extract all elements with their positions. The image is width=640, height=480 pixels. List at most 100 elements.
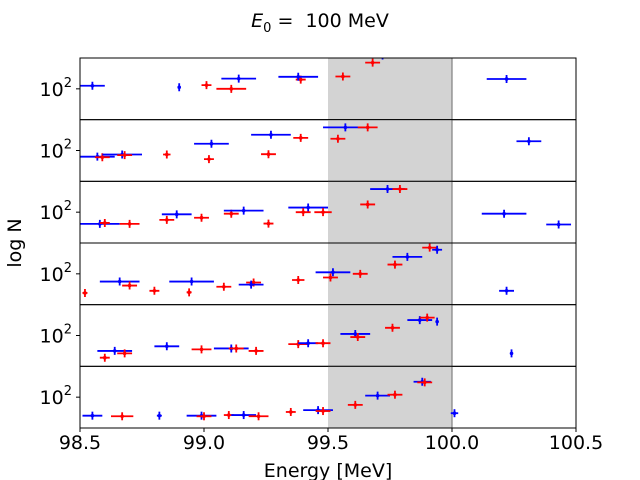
data-marker: [435, 319, 439, 324]
panel-3: 102: [40, 180, 577, 244]
data-marker: [177, 85, 181, 90]
data-marker: [321, 341, 325, 346]
data-marker: [375, 393, 380, 398]
data-marker: [341, 74, 345, 79]
data-point-red: [119, 219, 140, 228]
data-marker: [321, 210, 325, 214]
data-point-red: [163, 150, 171, 159]
data-marker: [103, 355, 107, 360]
data-point-blue: [80, 81, 105, 90]
data-marker: [100, 155, 105, 160]
data-point-red: [419, 313, 435, 322]
data-point-blue: [154, 342, 180, 351]
panel-4: 102: [40, 242, 577, 306]
data-marker: [438, 32, 442, 36]
data-point-red: [263, 219, 274, 228]
data-marker: [127, 222, 132, 226]
data-marker: [251, 280, 256, 285]
data-point-red: [315, 339, 331, 348]
data-marker: [406, 44, 410, 48]
y-tick-label: 102: [40, 384, 72, 409]
data-marker: [266, 152, 271, 156]
data-point-red: [82, 288, 88, 297]
data-point-red: [285, 407, 296, 416]
data-point-red: [432, 30, 447, 38]
x-tick-label: 100.5: [549, 432, 603, 454]
data-marker: [556, 222, 561, 227]
shaded-region: [328, 243, 452, 305]
data-marker: [393, 392, 397, 397]
data-point-red: [295, 208, 311, 217]
data-marker: [425, 315, 430, 320]
data-point-red: [293, 133, 309, 142]
data-marker: [398, 187, 402, 191]
y-tick-label: 102: [40, 261, 72, 286]
panel-points: [97, 313, 514, 362]
data-point-red: [357, 123, 378, 132]
x-axis-ticks: 98.5 99.0 99.5 100.0 100.5: [59, 428, 603, 454]
panel-points: [80, 185, 572, 229]
data-marker: [199, 215, 204, 220]
data-point-blue: [450, 409, 459, 418]
data-marker: [234, 346, 239, 351]
panel-points: [80, 123, 542, 164]
panel-points: [82, 243, 514, 297]
data-marker: [381, 54, 385, 58]
panel-1: 102: [40, 30, 577, 121]
data-marker: [296, 75, 301, 79]
data-point-red: [99, 353, 110, 362]
data-point-blue: [177, 83, 181, 92]
data-point-red: [292, 276, 305, 284]
data-point-red: [191, 345, 212, 354]
data-point-red: [352, 269, 368, 278]
data-point-red: [261, 150, 276, 159]
chart-title: E0 = 100 MeV: [251, 10, 389, 36]
data-point-red: [288, 340, 309, 349]
data-marker: [306, 341, 310, 346]
data-marker: [358, 272, 363, 276]
shaded-region: [328, 119, 452, 182]
data-point-blue: [427, 30, 447, 38]
data-marker: [301, 210, 306, 214]
data-marker: [241, 208, 246, 213]
data-marker: [204, 83, 209, 87]
data-marker: [343, 125, 348, 130]
data-point-red: [248, 412, 269, 421]
data-point-red: [186, 288, 192, 297]
data-point-red: [117, 349, 133, 358]
data-marker: [207, 157, 211, 161]
data-point-red: [99, 218, 110, 227]
data-marker: [427, 245, 432, 250]
data-point-red: [417, 378, 433, 387]
data-point-red: [194, 213, 209, 222]
data-point-red: [350, 333, 366, 342]
data-point-blue: [97, 346, 133, 355]
data-marker: [174, 212, 179, 217]
data-marker: [452, 411, 457, 416]
data-marker: [254, 349, 258, 353]
panel-5: 102: [40, 304, 577, 367]
data-point-red: [159, 215, 175, 224]
data-marker: [165, 152, 169, 157]
x-axis-label: Energy [MeV]: [264, 460, 392, 480]
data-point-blue: [169, 277, 214, 286]
data-marker: [385, 187, 390, 191]
data-point-blue: [251, 130, 291, 139]
data-marker: [120, 414, 124, 419]
data-point-blue: [223, 206, 264, 215]
data-marker: [509, 351, 514, 356]
panel-points: [82, 377, 459, 421]
data-point-blue: [278, 72, 319, 81]
data-point-red: [228, 344, 244, 353]
data-point-blue: [288, 203, 328, 212]
data-point-blue: [99, 277, 140, 286]
data-point-red: [330, 134, 346, 143]
data-point-red: [111, 412, 134, 421]
data-marker: [127, 283, 132, 288]
x-tick-label: 98.5: [59, 432, 101, 454]
data-marker: [365, 125, 370, 130]
data-point-red: [122, 281, 138, 290]
data-point-blue: [486, 74, 527, 83]
data-marker: [298, 136, 303, 140]
